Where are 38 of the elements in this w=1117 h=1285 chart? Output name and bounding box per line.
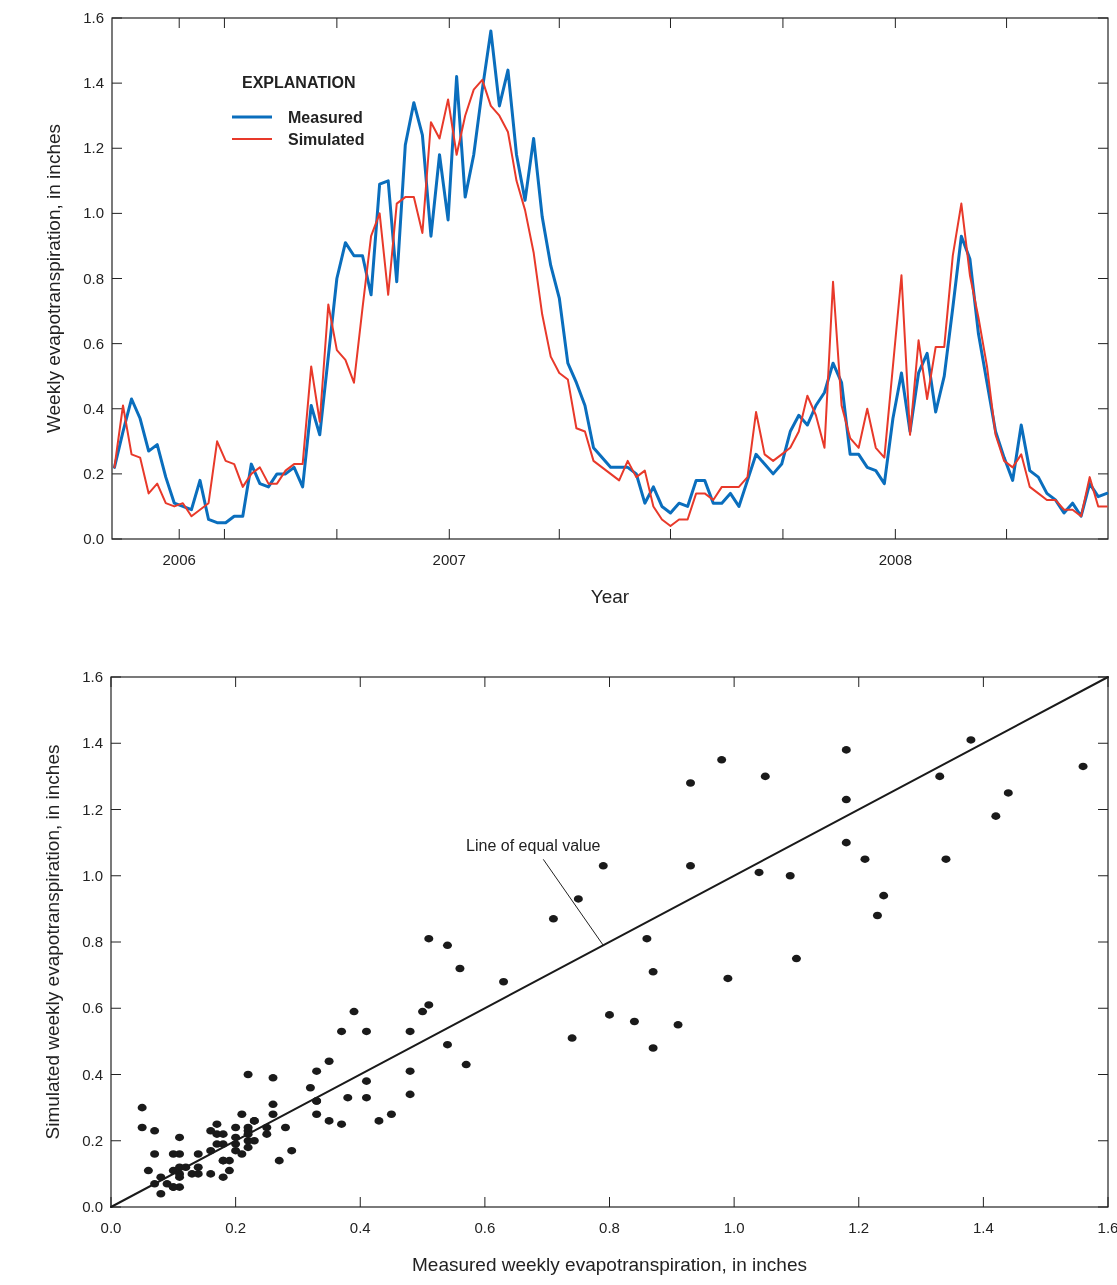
y-tick-label: 1.4 [83,74,104,92]
y-tick-label: 0.0 [82,1198,103,1215]
x-tick-label: 1.0 [723,1219,745,1236]
y-tick-label: 0.2 [82,1131,103,1149]
x-axis-title: Measured weekly evapotranspiration, in inches [412,1254,807,1275]
y-axis-title: Simulated weekly evapotranspiration, in inches [42,744,63,1140]
x-tick-label: 1.4 [972,1219,994,1236]
x-tick-label: 2008 [878,551,913,568]
x-tick-label: 1.6 [1097,1219,1117,1236]
x-axis-title: Year [590,586,630,607]
y-tick-label: 0.0 [83,530,104,547]
x-tick-label: 0.0 [100,1219,122,1236]
y-tick-label: 1.2 [83,139,104,157]
y-tick-label: 1.4 [82,734,103,752]
x-tick-label: 1.2 [848,1219,870,1236]
legend-label: Simulated [288,131,365,148]
y-tick-label: 1.2 [82,800,103,818]
y-tick-label: 0.8 [82,933,103,950]
x-tick-label: 2006 [162,551,196,568]
y-tick-label: 0.6 [82,999,103,1017]
y-tick-label: 0.8 [83,269,104,287]
x-tick-label: 0.6 [474,1219,496,1236]
y-tick-label: 1.6 [83,9,104,26]
y-tick-label: 1.0 [82,866,103,884]
legend-label: Measured [288,109,363,126]
y-tick-label: 1.0 [83,204,104,222]
y-axis-title: Weekly evapotranspiration, in inches [43,123,64,434]
legend-title: EXPLANATION [242,74,356,91]
x-tick-label: 0.2 [225,1219,247,1236]
y-tick-label: 1.6 [82,668,103,685]
y-tick-label: 0.6 [83,334,104,352]
y-tick-label: 0.4 [83,399,104,417]
y-tick-label: 0.4 [82,1065,103,1083]
x-tick-label: 0.4 [349,1219,371,1236]
y-tick-label: 0.2 [83,464,104,482]
x-tick-label: 0.8 [599,1219,620,1236]
x-tick-label: 2007 [432,551,466,568]
annotation: Line of equal value [466,837,601,855]
